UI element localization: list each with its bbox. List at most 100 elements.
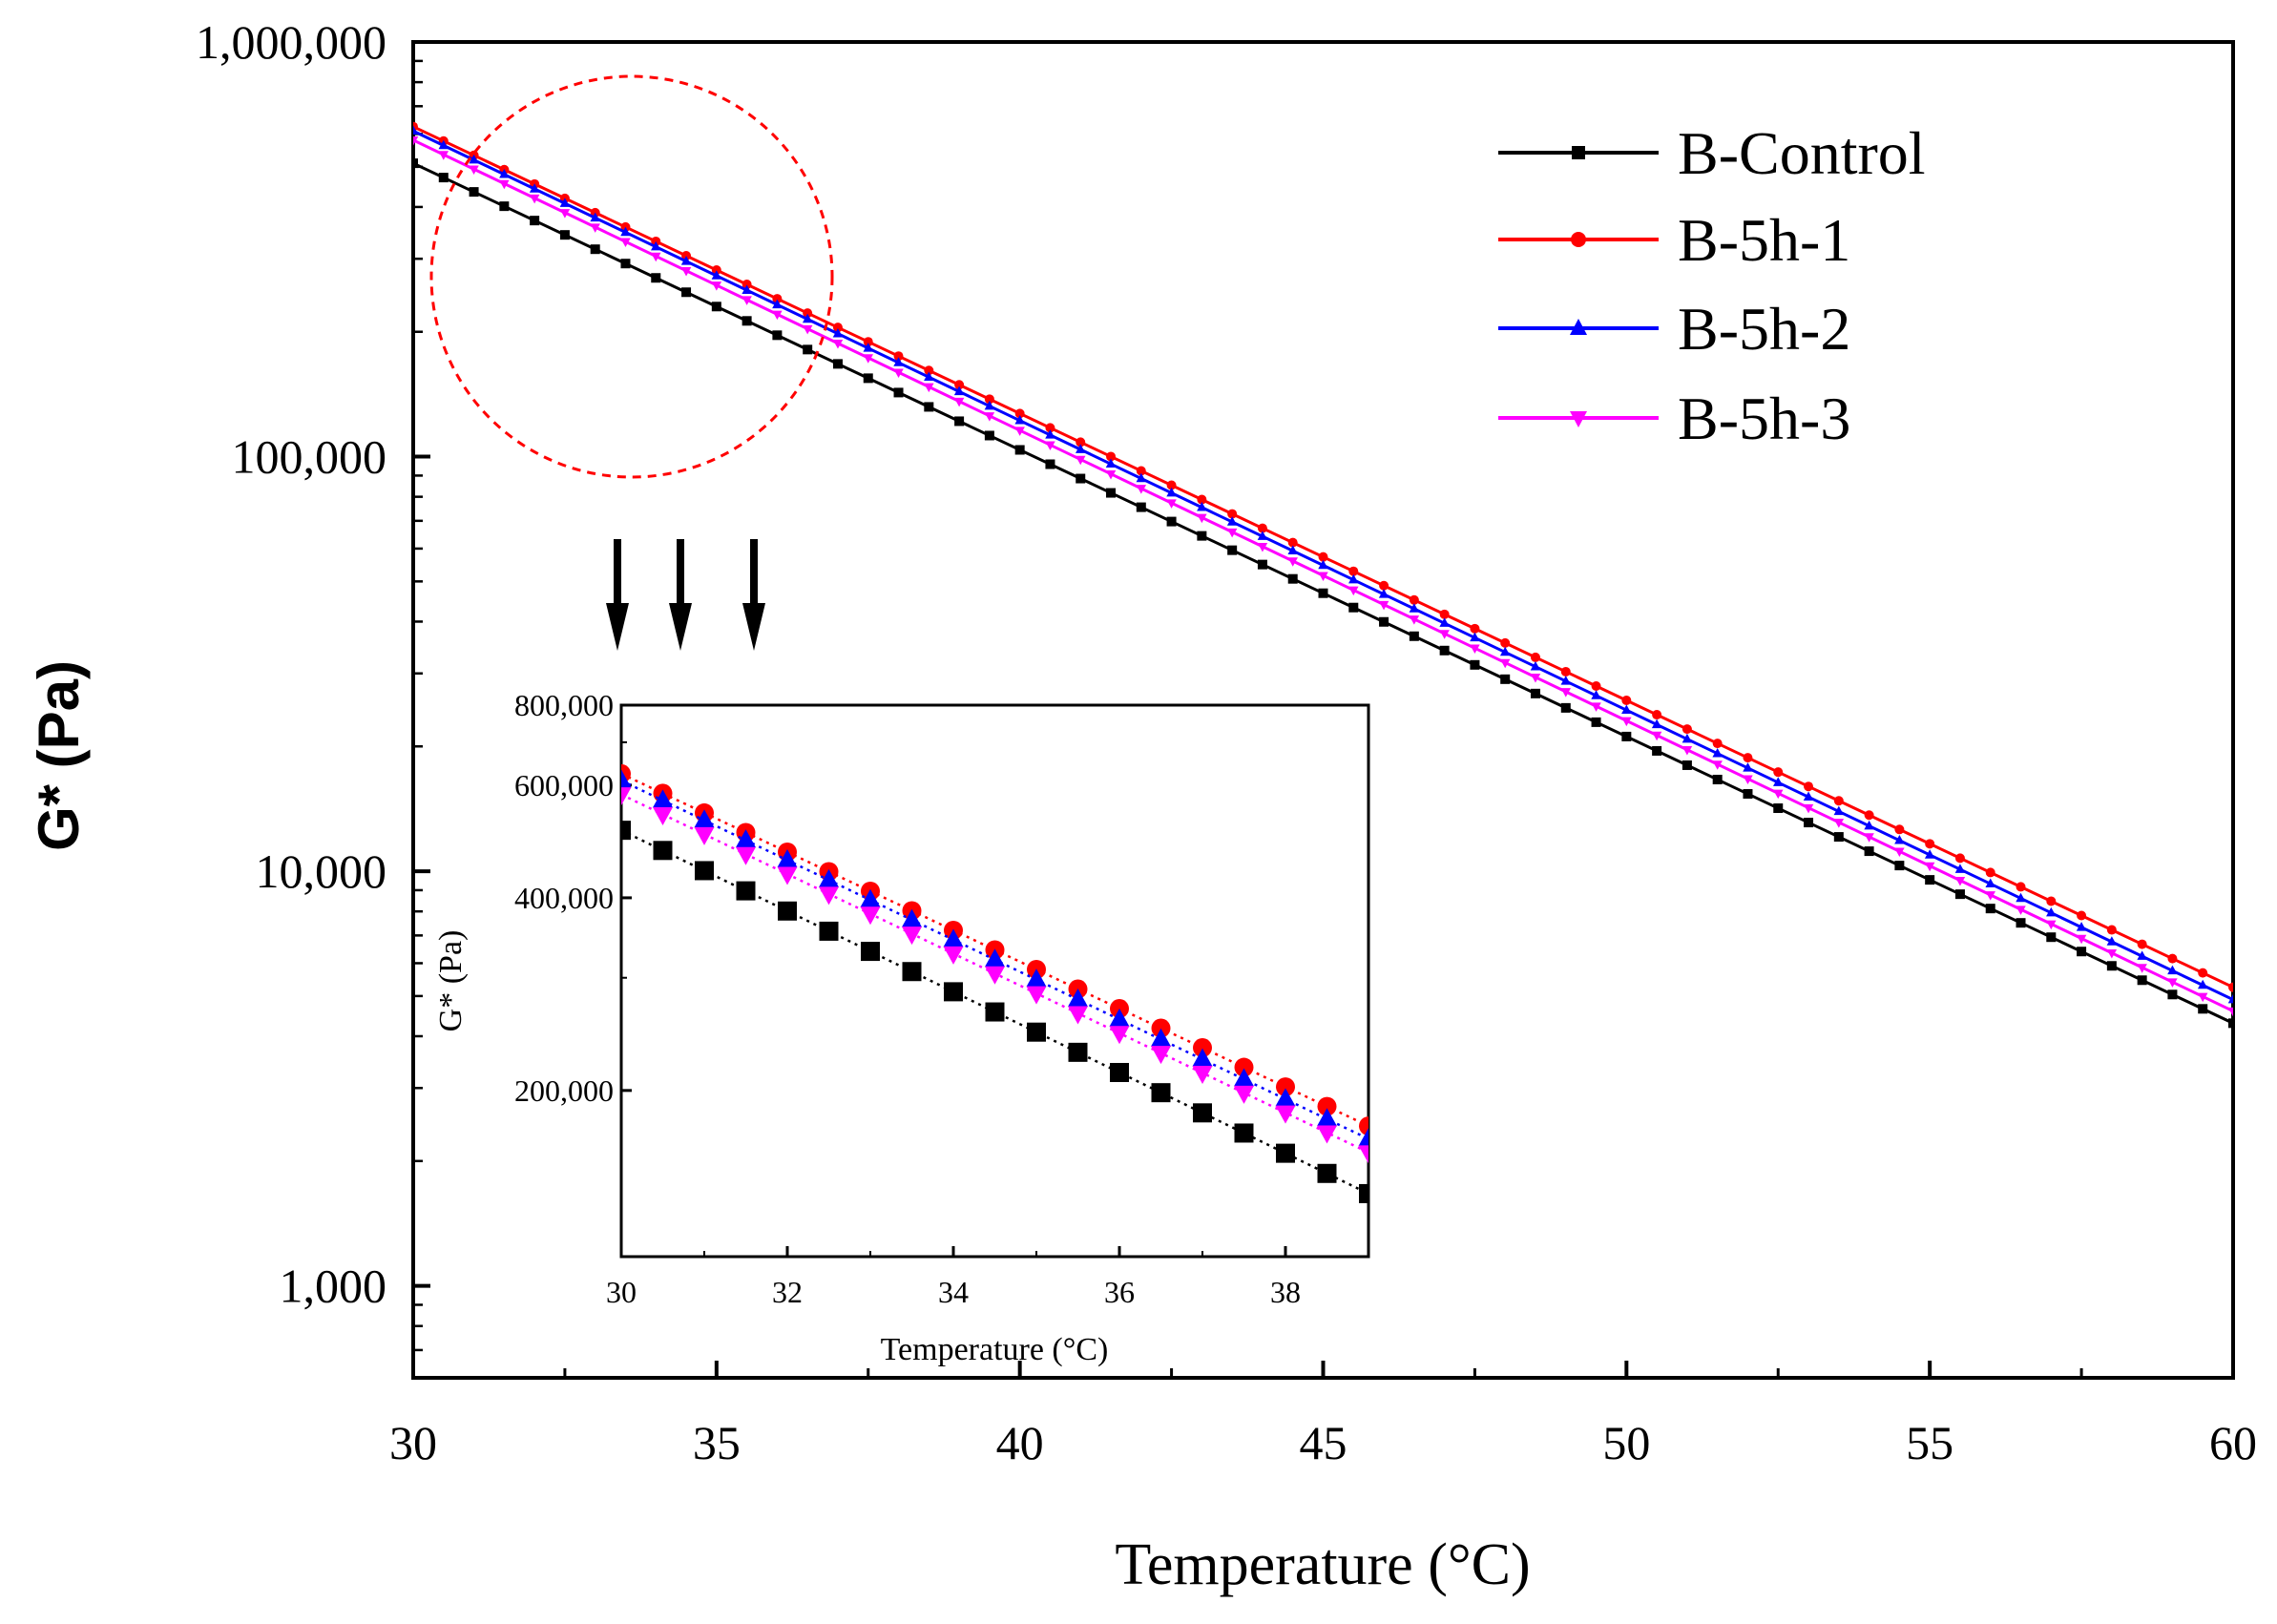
main-x-tick-label: 30 [389,1416,437,1469]
main-point-b-control [2228,1018,2233,1029]
main-point-b-5h-2 [1257,531,1268,540]
inset-point-b-control [621,821,631,841]
main-point-b-5h-1 [1076,437,1086,448]
main-point-b-5h-2 [1197,502,1207,511]
inset-point-b-control [1359,1183,1368,1203]
main-point-b-5h-3 [742,296,752,305]
main-point-b-control [1348,602,1359,613]
main-point-b-5h-3 [2046,920,2057,930]
main-point-b-5h-1 [1257,523,1267,533]
main-point-b-5h-3 [413,136,419,146]
main-point-b-control [1743,788,1753,799]
main-point-b-control [1045,459,1055,469]
main-point-b-5h-3 [590,223,600,233]
main-point-b-5h-1 [1712,739,1723,749]
main-point-b-5h-3 [1682,746,1693,756]
main-point-b-5h-2 [1014,414,1025,425]
main-point-b-5h-2 [802,313,813,323]
main-point-b-control [499,201,510,212]
main-point-b-control [1076,473,1086,484]
main-point-b-5h-2 [1682,733,1693,743]
main-point-b-5h-2 [1924,849,1935,859]
inset-point-b-5h-3 [985,966,1005,985]
main-point-b-control [954,416,965,427]
main-point-b-5h-2 [620,226,631,237]
inset-point-b-control [736,881,756,901]
main-point-b-control [772,330,783,341]
main-point-b-5h-3 [953,397,965,407]
main-point-b-5h-2 [1833,805,1845,816]
main-point-b-5h-2 [590,212,600,222]
main-point-b-control [1530,688,1540,698]
inset-point-b-5h-2 [1109,1008,1130,1027]
main-point-b-5h-3 [802,324,813,335]
main-point-b-5h-1 [1985,867,1995,878]
inset-point-b-control [1068,1042,1088,1062]
main-point-b-5h-3 [1226,528,1238,538]
main-point-b-5h-3 [1560,688,1572,697]
zoom-arrow-1 [606,539,629,651]
main-point-b-5h-1 [1318,552,1328,562]
inset-series-b-5h-2 [621,769,1368,1147]
inset-point-b-5h-3 [902,927,922,946]
main-point-b-5h-3 [2106,949,2118,959]
inset-point-b-5h-3 [777,866,798,885]
main-point-b-5h-2 [1105,458,1117,468]
main-point-b-control [924,402,934,412]
main-point-b-5h-3 [924,383,934,393]
main-point-b-control [1106,488,1117,498]
inset-point-b-5h-3 [1234,1085,1254,1104]
inset-point-b-5h-2 [1151,1028,1171,1047]
legend-label-b-5h-1: B-5h-1 [1678,206,1850,274]
main-point-b-control [2046,932,2057,943]
inset-point-b-5h-2 [985,948,1005,968]
main-point-b-5h-2 [832,327,844,338]
main-point-b-5h-3 [2137,964,2147,973]
inset-point-b-5h-3 [694,826,715,845]
main-point-b-5h-3 [893,368,904,378]
main-point-b-control [1652,745,1662,756]
main-point-b-control [438,173,449,183]
main-x-tick-label: 35 [693,1416,741,1469]
main-point-b-5h-3 [1530,673,1541,683]
inset-point-b-5h-2 [902,908,922,927]
main-point-b-control [1560,702,1571,713]
main-point-b-5h-3 [1409,615,1420,625]
main-point-b-5h-2 [1864,820,1874,830]
main-point-b-5h-2 [529,183,540,193]
inset-x-tick-label: 38 [1270,1275,1301,1309]
inset-point-b-5h-3 [653,807,673,826]
main-point-b-5h-3 [1743,775,1753,784]
main-point-b-5h-3 [499,179,510,190]
main-point-b-5h-1 [1804,781,1814,792]
main-point-b-5h-3 [1621,717,1632,727]
main-point-b-5h-3 [1803,803,1814,814]
main-point-b-control [711,302,721,312]
main-point-b-5h-1 [1348,566,1359,576]
main-point-b-5h-2 [1439,617,1450,627]
main-point-b-5h-1 [863,337,873,347]
main-point-b-5h-3 [772,310,783,321]
legend-item-b-5h-2: B-5h-2 [1498,295,1850,363]
main-point-b-control [1500,674,1511,684]
main-point-b-control [1894,861,1905,871]
main-point-b-5h-3 [559,209,571,219]
main-point-b-control [469,187,479,198]
main-point-b-5h-1 [1621,696,1632,706]
inset-point-b-5h-3 [860,906,881,926]
main-point-b-5h-3 [1773,789,1784,800]
zoom-arrows [606,539,765,651]
main-point-b-5h-3 [984,412,995,422]
inset-x-tick-label: 36 [1104,1275,1135,1309]
main-point-b-5h-2 [1954,864,1966,873]
main-point-b-5h-2 [1499,646,1511,656]
inset-y-tick-label: 400,000 [514,881,614,915]
main-point-b-5h-2 [924,371,934,381]
main-point-b-control [803,344,813,355]
inset-point-b-5h-2 [653,789,673,808]
main-point-b-control [1591,717,1601,727]
main-point-b-5h-3 [620,238,631,248]
zoom-arrow-2 [669,539,692,651]
main-point-b-5h-1 [984,394,994,405]
main-point-b-5h-2 [1409,603,1420,613]
